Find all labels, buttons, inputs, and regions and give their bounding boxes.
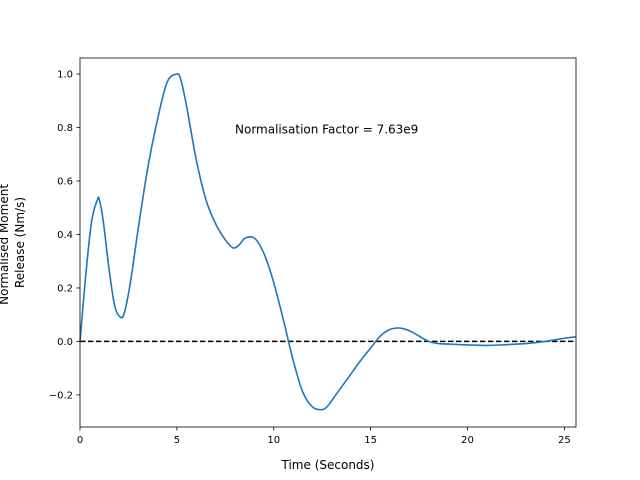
annotation-text: Normalisation Factor = 7.63e9	[235, 123, 418, 137]
y-tick-label: 0.0	[57, 337, 73, 348]
y-ticks: −0.2 0.0 0.2 0.4 0.6 0.8 1.0	[49, 70, 80, 401]
x-tick-label: 5	[174, 435, 180, 446]
y-tick-label: 0.2	[57, 283, 73, 294]
y-axis-label: Normalised Moment Release (Nm/s)	[0, 180, 27, 305]
y-tick-label: 0.4	[57, 230, 73, 241]
series-group	[79, 73, 577, 411]
y-axis-label-line-2: Release (Nm/s)	[13, 197, 27, 288]
y-tick-label: 0.8	[57, 123, 73, 134]
x-tick-label: 25	[558, 435, 571, 446]
x-tick-label: 20	[461, 435, 474, 446]
x-axis-label: Time (Seconds)	[281, 458, 375, 472]
x-tick-label: 15	[364, 435, 377, 446]
series-line-0	[79, 73, 577, 411]
x-tick-label: 0	[77, 435, 83, 446]
x-ticks: 0 5 10 15 20 25	[77, 427, 571, 446]
y-tick-label: 0.6	[57, 177, 73, 188]
y-tick-label: 1.0	[57, 70, 73, 81]
y-tick-label: −0.2	[49, 390, 73, 401]
x-tick-label: 10	[267, 435, 280, 446]
y-axis-label-line-1: Normalised Moment	[0, 184, 11, 305]
axes-frame	[79, 57, 577, 428]
